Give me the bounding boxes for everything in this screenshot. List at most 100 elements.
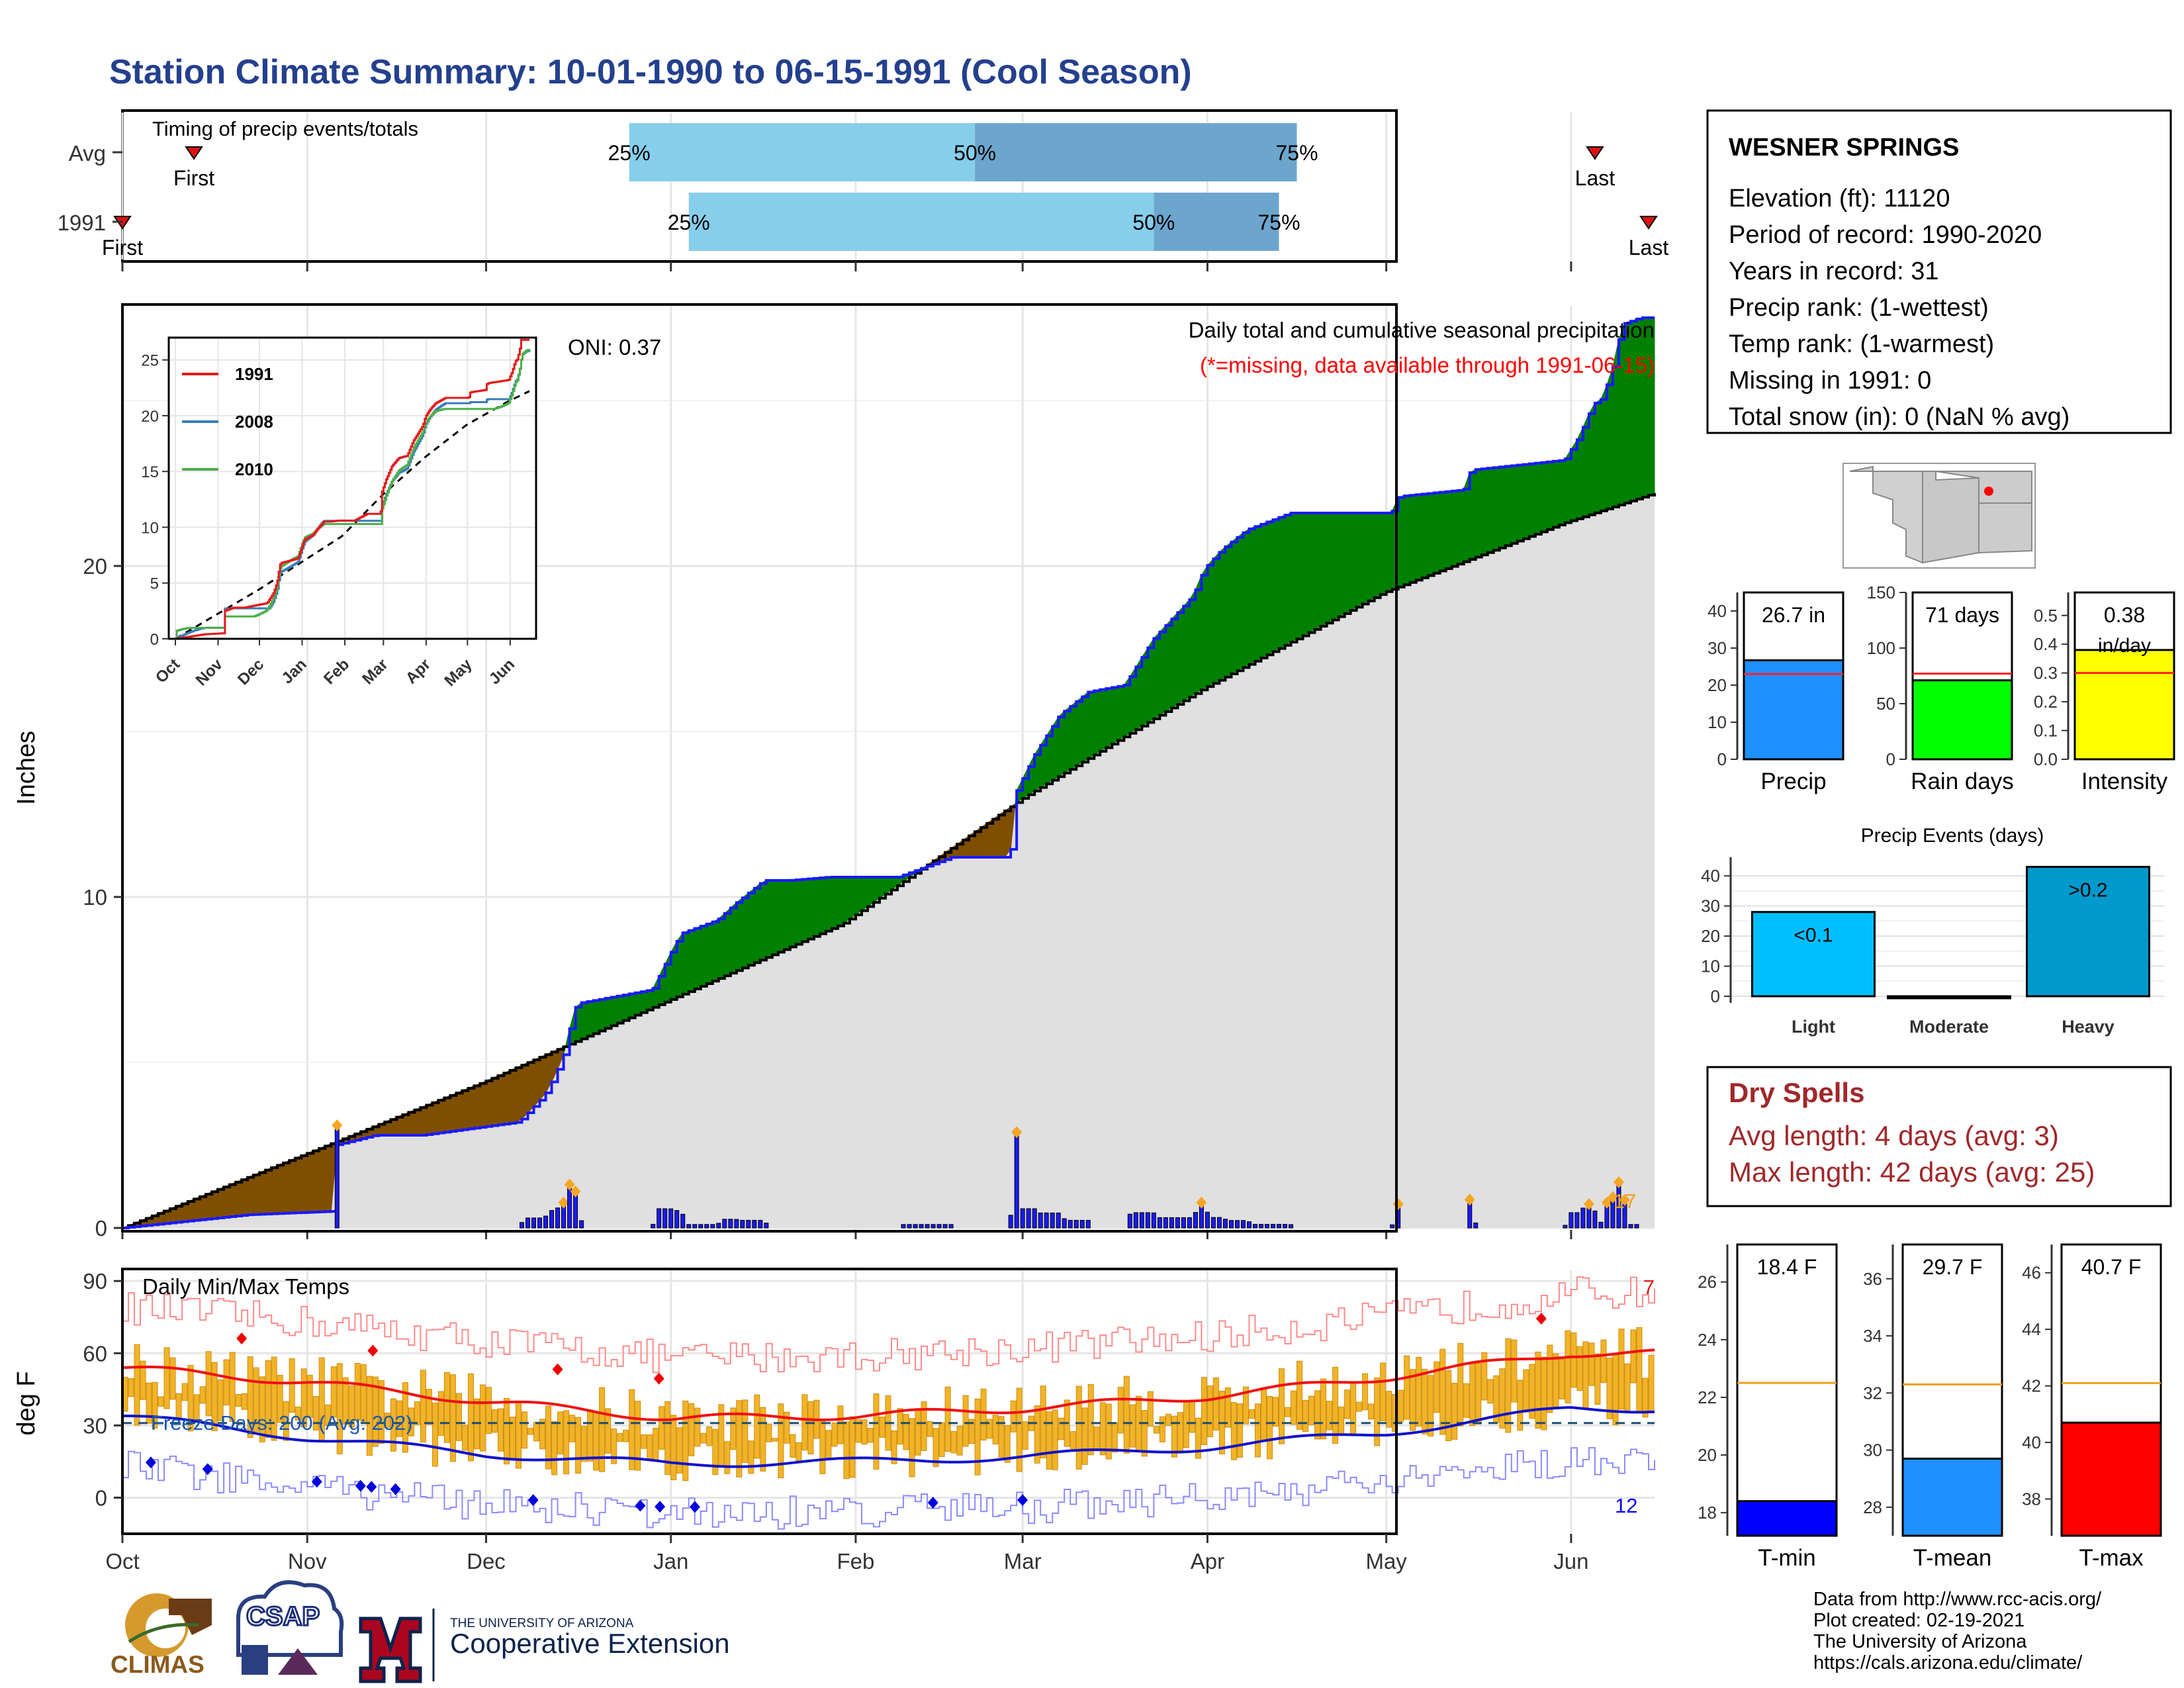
- surplus-area: [718, 912, 725, 979]
- daily-precip-bar: [1390, 1224, 1395, 1229]
- daily-temp-range-bar: [891, 1430, 897, 1464]
- daily-temp-range-bar: [295, 1406, 301, 1421]
- daily-precip-bar: [1032, 1208, 1037, 1229]
- daily-precip-bar: [1289, 1224, 1294, 1229]
- temp-bar-y-tick-label: 24: [1698, 1330, 1717, 1350]
- daily-precip-marker: [1619, 1194, 1630, 1206]
- surplus-area: [1105, 686, 1113, 749]
- temp-bar-y-tick-label: 20: [1698, 1445, 1717, 1465]
- surplus-area: [1087, 690, 1095, 759]
- daily-temp-range-bar: [694, 1407, 701, 1447]
- credit-line: https://cals.arizona.edu/climate/: [1813, 1652, 2083, 1673]
- daily-precip-marker: [1464, 1194, 1475, 1206]
- temp-bar-frame: [1736, 1243, 1838, 1537]
- daily-temp-range-bar: [1648, 1354, 1655, 1412]
- daily-temp-range-bar: [1588, 1342, 1595, 1386]
- daily-temp-range-bar: [354, 1363, 361, 1421]
- climas-logo: CLIMAS: [111, 1593, 212, 1678]
- timing-row-avg-label: Avg: [69, 141, 106, 165]
- temp-y-tick-label: 30: [83, 1413, 107, 1438]
- locator-map: [1843, 463, 2036, 569]
- daily-temp-range-bar: [796, 1442, 802, 1462]
- daily-temp-range-bar: [778, 1403, 784, 1479]
- daily-temp-range-bar: [1230, 1402, 1237, 1460]
- daily-precip-bar: [1277, 1223, 1282, 1229]
- surplus-area: [688, 927, 696, 992]
- daily-temp-range-bar: [289, 1358, 295, 1413]
- daily-temp-range-bar: [1260, 1387, 1267, 1441]
- daily-precip-bar: [942, 1224, 948, 1229]
- daily-temp-range-bar: [283, 1401, 289, 1441]
- daily-precip-bar: [1569, 1212, 1574, 1229]
- temp-bar-y-tick-label: 42: [2022, 1376, 2041, 1396]
- surplus-area: [1206, 557, 1214, 688]
- daily-precip-bar: [1258, 1223, 1263, 1229]
- daily-temp-range-bar: [1618, 1329, 1625, 1410]
- temp-bar-y-tick-label: 46: [2022, 1263, 2041, 1283]
- surplus-area: [1093, 689, 1101, 756]
- daily-temp-range-bar: [617, 1433, 623, 1442]
- daily-temp-range-bar: [241, 1393, 248, 1410]
- daily-precip-bar: [1222, 1219, 1228, 1229]
- daily-precip-bar: [1127, 1213, 1132, 1229]
- daily-temp-range-bar: [986, 1419, 993, 1439]
- daily-precip-bar: [662, 1208, 668, 1229]
- surplus-area: [1242, 528, 1250, 669]
- timing-p25-label: 25%: [668, 211, 710, 234]
- daily-precip-bar: [531, 1217, 537, 1229]
- daily-temp-range-bar: [980, 1388, 987, 1441]
- surplus-area: [1535, 462, 1542, 535]
- month-tick-label: Feb: [837, 1549, 875, 1573]
- surplus-area: [1547, 461, 1554, 530]
- deficit-area: [265, 1167, 272, 1215]
- record-low-marker: [311, 1476, 322, 1488]
- daily-temp-range-bar: [1511, 1339, 1518, 1403]
- deficit-area: [510, 1067, 517, 1124]
- oni-label: ONI: 0.37: [568, 335, 661, 359]
- daily-temp-range-bar: [1016, 1387, 1023, 1472]
- daily-temp-range-bar: [193, 1394, 200, 1420]
- ua-logo-a: [359, 1617, 422, 1683]
- daily-temp-range-bar: [647, 1434, 653, 1460]
- daily-temp-range-bar: [962, 1395, 969, 1447]
- daily-precip-bar: [1271, 1223, 1276, 1229]
- record-low-marker: [689, 1501, 700, 1513]
- daily-temp-range-bar: [1266, 1395, 1273, 1460]
- surplus-area: [1266, 519, 1273, 656]
- csap-logo-cloud: [236, 1580, 344, 1657]
- daily-temp-range-bar: [1183, 1400, 1189, 1448]
- csap-logo-text: CSAP: [246, 1602, 320, 1631]
- daily-temp-range-bar: [420, 1370, 426, 1442]
- surplus-area: [825, 876, 833, 932]
- temp-chart: 0 30 60 90 Daily Min/Max Temps Freeze Days:…: [13, 1268, 1923, 1573]
- daily-temp-range-bar: [1177, 1412, 1183, 1454]
- daily-temp-range-bar: [1201, 1377, 1207, 1446]
- daily-temp-range-bar: [1236, 1403, 1243, 1458]
- csap-logo-bars: [242, 1645, 268, 1675]
- daily-temp-range-bar: [1254, 1403, 1261, 1458]
- temp-bar-y-tick-label: 22: [1698, 1387, 1717, 1407]
- temp-y-tick-label: 90: [83, 1269, 107, 1293]
- daily-temp-range-bar: [915, 1408, 921, 1456]
- daily-temp-range-bar: [372, 1376, 379, 1447]
- surplus-area: [1511, 464, 1518, 544]
- surplus-area: [1422, 492, 1429, 579]
- surplus-area: [1177, 605, 1184, 705]
- daily-temp-range-bar: [1404, 1355, 1410, 1420]
- surplus-area: [843, 876, 850, 924]
- daily-temp-range-bar: [306, 1374, 313, 1418]
- mini-bar-value-label: 0.38: [2104, 603, 2145, 627]
- daily-temp-range-bar: [837, 1405, 844, 1444]
- deficit-area: [516, 1064, 523, 1123]
- surplus-area: [831, 876, 839, 929]
- surplus-area: [754, 882, 761, 964]
- surplus-area: [1642, 317, 1649, 498]
- record-high-marker: [653, 1372, 664, 1385]
- daily-precip-bar: [1264, 1223, 1269, 1229]
- surplus-area: [1117, 684, 1124, 741]
- temp-bar-label: T-max: [2079, 1545, 2144, 1571]
- record-low-marker: [1017, 1494, 1028, 1507]
- daily-temp-range-bar: [921, 1401, 927, 1451]
- daily-temp-range-bar: [968, 1419, 975, 1444]
